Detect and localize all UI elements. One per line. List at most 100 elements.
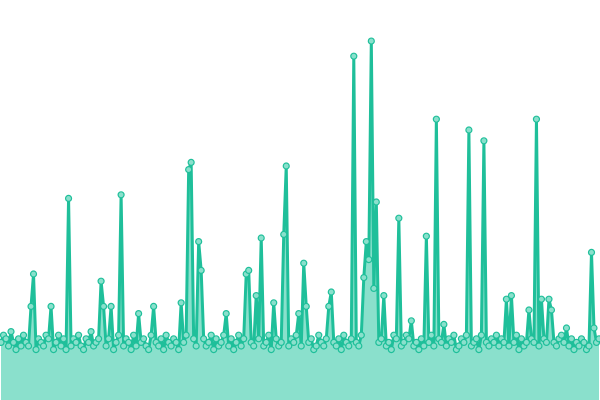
- data-point: [362, 238, 370, 246]
- data-point: [257, 234, 265, 242]
- data-point: [14, 335, 23, 343]
- data-point: [54, 331, 63, 339]
- data-point: [190, 335, 198, 343]
- data-point: [130, 331, 138, 339]
- data-point: [532, 115, 541, 123]
- data-point: [117, 191, 125, 199]
- data-point: [107, 302, 115, 310]
- data-point: [565, 342, 573, 350]
- data-point: [49, 346, 58, 354]
- data-point: [250, 342, 258, 350]
- data-point: [345, 342, 353, 350]
- data-point: [72, 338, 80, 346]
- data-point: [580, 338, 588, 346]
- data-point: [285, 342, 293, 350]
- data-point: [490, 338, 498, 346]
- data-point: [492, 331, 501, 339]
- data-point: [235, 331, 243, 339]
- data-point: [405, 335, 413, 343]
- data-point: [112, 338, 120, 346]
- series-line: [0, 39, 600, 352]
- data-point: [475, 346, 483, 354]
- area-fill: [1, 41, 599, 400]
- data-point: [125, 338, 133, 346]
- data-point: [412, 338, 420, 346]
- data-point: [430, 342, 438, 350]
- data-point: [535, 342, 543, 350]
- data-point: [575, 342, 583, 350]
- data-point: [240, 335, 248, 343]
- data-point: [552, 342, 561, 350]
- data-point: [9, 338, 18, 346]
- data-point: [547, 306, 556, 314]
- data-point: [109, 346, 118, 354]
- data-point: [57, 342, 65, 350]
- data-point: [560, 338, 568, 346]
- data-point: [380, 292, 388, 300]
- data-point: [432, 115, 440, 123]
- data-point: [522, 338, 531, 346]
- data-point: [102, 342, 110, 350]
- data-point: [162, 331, 170, 339]
- data-point: [367, 37, 375, 45]
- data-point: [422, 232, 430, 240]
- data-point: [517, 335, 526, 343]
- data-point: [252, 292, 260, 300]
- data-point: [505, 342, 513, 350]
- data-point: [372, 198, 380, 206]
- data-point: [280, 230, 288, 238]
- data-point: [585, 342, 593, 350]
- data-point: [222, 310, 230, 318]
- data-point: [542, 338, 551, 346]
- data-point: [427, 331, 435, 339]
- data-point: [120, 342, 128, 350]
- data-point: [312, 342, 320, 350]
- data-point: [44, 335, 53, 343]
- data-point: [400, 338, 408, 346]
- data-point: [515, 346, 523, 354]
- data-point: [392, 335, 400, 343]
- data-point: [337, 346, 345, 354]
- data-point: [525, 306, 533, 314]
- data-point: [420, 342, 428, 350]
- data-point: [477, 331, 486, 339]
- data-point: [150, 302, 158, 310]
- data-point: [595, 335, 600, 343]
- data-point: [480, 137, 488, 145]
- data-point: [262, 338, 270, 346]
- data-point: [290, 338, 298, 346]
- data-point: [315, 331, 323, 339]
- data-point: [530, 338, 538, 346]
- data-point: [74, 331, 83, 339]
- data-point: [84, 338, 93, 346]
- data-point: [187, 158, 195, 166]
- data-point: [232, 338, 240, 346]
- data-point: [442, 342, 450, 350]
- data-point: [207, 331, 215, 339]
- data-point: [135, 310, 143, 318]
- data-point: [507, 292, 516, 300]
- data-point: [500, 338, 508, 346]
- data-point: [212, 335, 220, 343]
- data-point: [587, 248, 596, 256]
- data-point: [590, 324, 598, 332]
- data-point: [182, 331, 190, 339]
- data-point: [350, 52, 358, 60]
- data-point: [282, 162, 290, 170]
- data-point: [425, 338, 433, 346]
- data-point: [450, 331, 458, 339]
- data-point: [335, 335, 343, 343]
- data-point: [225, 342, 233, 350]
- data-point: [27, 302, 35, 310]
- data-point: [255, 335, 263, 343]
- data-point: [200, 335, 208, 343]
- data-point: [32, 346, 40, 354]
- data-point: [155, 342, 163, 350]
- data-point: [205, 338, 213, 346]
- data-point: [462, 331, 470, 339]
- data-point: [377, 335, 385, 343]
- data-point: [465, 126, 473, 134]
- data-point: [395, 214, 403, 222]
- data-point: [267, 346, 275, 354]
- data-point: [297, 342, 305, 350]
